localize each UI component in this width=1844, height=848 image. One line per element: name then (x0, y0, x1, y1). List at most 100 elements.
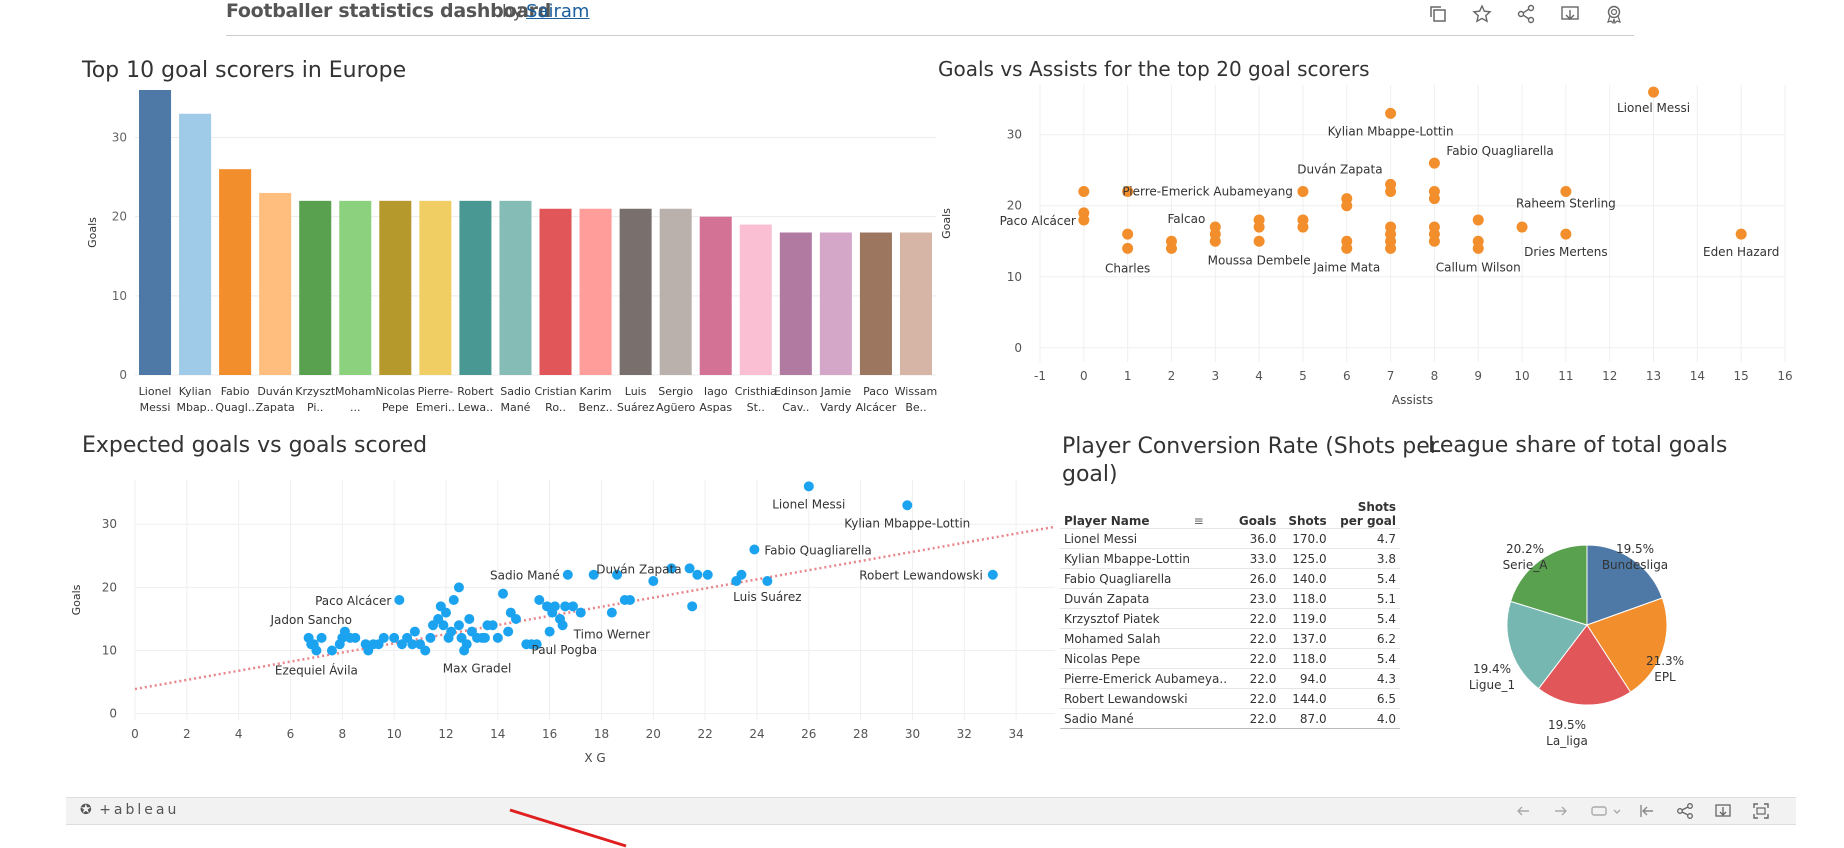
col-shots[interactable]: Shots (1288, 514, 1327, 528)
bar-category-label: Zapata (256, 401, 295, 414)
xg-point-label: Jadon Sancho (270, 613, 352, 627)
xg-point (472, 632, 483, 643)
xg-point (492, 632, 503, 643)
xg-xtick-label: 30 (905, 727, 920, 741)
xg-point (692, 569, 703, 580)
fullscreen-icon[interactable] (1752, 802, 1770, 820)
col-spg-line2: per goal (1340, 514, 1396, 528)
ga-point (1516, 221, 1528, 233)
xg-xtick-label: 34 (1008, 727, 1023, 741)
annotation-stroke (509, 808, 627, 848)
bar-category-label: St.. (747, 401, 765, 414)
table-title-line1: Player Conversion Rate (Shots per (1062, 434, 1439, 459)
table-row[interactable]: Mohamed Salah 22.0 137.0 6.2 (1060, 628, 1400, 649)
col-goals[interactable]: Goals (1238, 514, 1277, 528)
xg-point (326, 645, 337, 656)
xg-chart: 0 2 4 6 8 10 12 14 16 18 20 22 24 26 28 30 32 340102030X … (70, 480, 1056, 765)
ga-point (1297, 221, 1309, 233)
reset-icon[interactable] (1638, 802, 1656, 820)
xg-point (453, 582, 464, 593)
ga-point (1122, 242, 1134, 254)
col-player[interactable]: Player Name ≡ (1060, 500, 1231, 529)
author-link[interactable]: Sairam (526, 1, 590, 22)
bar (779, 232, 812, 375)
bar (659, 208, 692, 375)
bar (259, 192, 292, 375)
cell-shots: 118.0 (1280, 648, 1331, 669)
xg-point (987, 569, 998, 580)
table-row[interactable]: Lionel Messi 36.0 170.0 4.7 (1060, 528, 1400, 549)
bar-ytick-label: 30 (112, 131, 127, 145)
table-row[interactable]: Fabio Quagliarella 26.0 140.0 5.4 (1060, 568, 1400, 589)
share-icon[interactable] (1516, 4, 1536, 24)
ga-point-label: Fabio Quagliarella (1446, 144, 1553, 158)
xg-point (562, 569, 573, 580)
bar-category-label: Mané (500, 401, 530, 414)
pie-pct-label: 19.5% (1548, 718, 1586, 732)
bar-category-label: Pi.. (307, 401, 323, 414)
ga-xtick-label: 4 (1255, 369, 1263, 383)
sort-icon[interactable]: ≡ (1193, 514, 1204, 528)
bar-category-label: Messi (140, 401, 171, 414)
table-title-line2: goal) (1062, 462, 1118, 487)
ga-point (1341, 200, 1353, 212)
redo-icon[interactable] (1552, 802, 1570, 820)
xg-point (363, 645, 374, 656)
download-icon[interactable] (1560, 4, 1580, 24)
xg-point (459, 645, 470, 656)
ga-xtick-label: 15 (1734, 369, 1749, 383)
pie-slice (1586, 544, 1663, 626)
bar-category-label: Paco (863, 385, 889, 398)
table-row[interactable]: Krzysztof Piatek 22.0 119.0 5.4 (1060, 608, 1400, 629)
bar-category-label: Aspas (699, 401, 732, 414)
share-footer-icon[interactable] (1676, 802, 1694, 820)
tableau-toolbar: ✪ +ableau (66, 797, 1796, 825)
xg-point-label: Duván Zapata (596, 562, 681, 576)
ga-xtick-label: 10 (1514, 369, 1529, 383)
bar-category-label: Edinson (774, 385, 817, 398)
download-footer-icon[interactable] (1714, 802, 1732, 820)
ga-xtick-label: 5 (1299, 369, 1307, 383)
table-row[interactable]: Duván Zapata 23.0 118.0 5.1 (1060, 588, 1400, 609)
xg-point (560, 601, 571, 612)
star-icon[interactable] (1472, 4, 1492, 24)
bar (459, 200, 492, 375)
ga-point (1560, 228, 1572, 240)
xg-point-label: Robert Lewandowski (859, 569, 983, 583)
ga-xtick-label: 1 (1124, 369, 1132, 383)
table-row[interactable]: Kylian Mbappe-Lottin 33.0 125.0 3.8 (1060, 548, 1400, 569)
xg-point (409, 626, 420, 637)
bar (899, 232, 932, 375)
bar (299, 200, 332, 375)
col-spg[interactable]: Shots per goal (1331, 500, 1400, 529)
bar (219, 169, 252, 375)
bar-category-label: Pierre- (418, 385, 454, 398)
table-row[interactable]: Robert Lewandowski 22.0 144.0 6.5 (1060, 688, 1400, 709)
cell-shots: 118.0 (1280, 588, 1331, 609)
cell-spg: 5.4 (1330, 608, 1400, 629)
cell-goals: 22.0 (1231, 608, 1281, 629)
table-row[interactable]: Sadio Mané 22.0 87.0 4.0 (1060, 708, 1400, 729)
table-row[interactable]: Pierre-Emerick Aubameya.. 22.0 94.0 4.3 (1060, 668, 1400, 689)
revert-dropdown-icon[interactable] (1612, 802, 1622, 820)
ga-point (1428, 157, 1440, 169)
table-row[interactable]: Nicolas Pepe 22.0 118.0 5.4 (1060, 648, 1400, 669)
xg-point (510, 613, 521, 624)
xg-xlabel: X G (584, 751, 605, 765)
xg-point (902, 500, 913, 511)
xg-point (534, 595, 545, 605)
bar-category-label: Jamie (820, 385, 852, 398)
cell-shots: 144.0 (1280, 688, 1331, 709)
xg-point-label: Lionel Messi (772, 497, 845, 511)
bar-category-label: Iago (704, 385, 728, 398)
copy-icon[interactable] (1428, 4, 1448, 24)
undo-icon[interactable] (1514, 802, 1532, 820)
cell-spg: 6.2 (1330, 628, 1400, 649)
xg-point (425, 632, 436, 643)
xg-point (588, 569, 599, 580)
bar-category-label: Sergio (658, 385, 693, 398)
revert-icon[interactable] (1590, 802, 1608, 820)
xg-xtick-label: 12 (438, 727, 453, 741)
badge-icon[interactable] (1604, 4, 1624, 24)
bar-category-label: Kylian (179, 385, 212, 398)
